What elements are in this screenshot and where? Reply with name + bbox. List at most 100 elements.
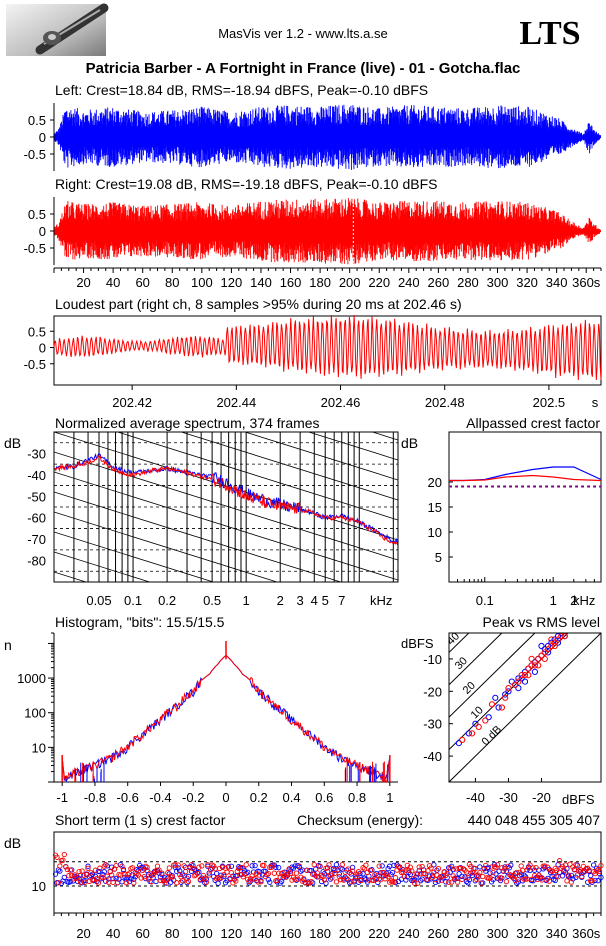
spectrum-xtick-label: 3: [297, 593, 304, 608]
histogram-xtick-label: -1: [56, 790, 68, 805]
short-crest-point-right: [447, 865, 453, 871]
peak-rms-point-right: [535, 662, 542, 669]
histogram-xtick-label: 1: [386, 790, 393, 805]
short-crest-point-right: [431, 869, 437, 875]
short-crest-point-right: [172, 862, 178, 868]
short-crest-point-right: [187, 865, 193, 871]
peak-vs-rms-title: Peak vs RMS level: [483, 614, 600, 630]
short-crest-point-right: [401, 873, 408, 880]
short-crest-point-right: [527, 862, 533, 868]
short-crest-point-right: [537, 874, 544, 880]
short-crest-point-left: [552, 877, 558, 884]
short-crest-point-right: [215, 874, 221, 881]
short-crest-point-right: [434, 872, 440, 878]
peak-rms-point-left: [455, 740, 462, 747]
loudest-ytick-label: 0: [39, 341, 46, 356]
short-crest-point-right: [321, 877, 328, 883]
short-crest-point-left: [203, 876, 209, 882]
time-axis-label: 300: [487, 275, 509, 290]
short-crest-xtick-label: 20: [76, 926, 90, 941]
left-waveform-ytick-label: 0.5: [28, 113, 46, 128]
short-crest-point-right: [141, 873, 147, 880]
peak-rms-point-right: [548, 642, 555, 650]
spectrum-series-right: [54, 454, 398, 546]
short-crest-point-left: [101, 869, 107, 875]
short-crest-point-right: [57, 863, 63, 869]
short-crest-point-right: [593, 868, 600, 874]
right-waveform-title: Right: Crest=19.08 dB, RMS=-19.18 dBFS, …: [55, 176, 437, 192]
short-crest-point-right: [145, 876, 152, 882]
short-crest-point-right: [592, 870, 598, 877]
spectrum-slope-line: [243, 432, 398, 481]
loudest-xtick-label: 202.5: [533, 395, 566, 410]
short-crest-point-right: [196, 864, 202, 870]
short-crest-point-right: [113, 862, 119, 869]
short-crest-point-right: [76, 868, 82, 875]
short-crest-point-right: [91, 876, 97, 883]
peak-rms-point-left: [521, 678, 529, 685]
short-crest-point-right: [530, 865, 536, 871]
short-crest-point-right: [75, 874, 81, 881]
short-crest-point-right: [157, 877, 164, 884]
short-crest-point-right: [218, 875, 224, 881]
short-crest-point-right: [63, 864, 69, 870]
peak-rms-point-left: [495, 704, 502, 711]
short-crest-point-left: [265, 876, 272, 883]
allpassed-ytick-label: 15: [428, 500, 442, 515]
short-crest-point-right: [327, 872, 334, 878]
short-crest-point-right: [184, 875, 190, 881]
histogram-ylabel: n: [4, 637, 12, 653]
short-crest-point-right: [83, 872, 90, 878]
spectrum-plot: [54, 432, 398, 582]
short-crest-point-right: [156, 867, 162, 873]
short-crest-point-right: [317, 863, 323, 870]
spectrum-slope-line: [54, 511, 279, 582]
short-crest-point-right: [246, 878, 252, 885]
short-crest-point-right: [182, 868, 189, 875]
short-crest-point-right: [370, 877, 376, 884]
guitar-jack-icon: [6, 3, 109, 56]
short-crest-point-left: [249, 863, 255, 869]
short-crest-point-left: [212, 877, 218, 883]
left-waveform-ytick-label: 0: [39, 130, 46, 145]
peak-rms-point-right: [525, 665, 532, 672]
short-term-crest-title: Short term (1 s) crest factor: [55, 812, 226, 828]
short-crest-point-right: [477, 869, 483, 876]
left-waveform-ytick-label: -0.5: [24, 147, 46, 162]
spectrum-slope-line: [54, 432, 398, 541]
short-crest-point-left: [298, 868, 304, 874]
peak-rms-point-right: [561, 633, 568, 640]
short-crest-point-right: [194, 870, 201, 877]
short-crest-point-right: [348, 879, 354, 885]
short-crest-point-right: [446, 879, 452, 885]
short-crest-point-left: [389, 869, 396, 876]
spectrum-xtick-label: 4: [311, 593, 318, 608]
peak-rms-point-right: [488, 701, 496, 708]
short-crest-point-right: [332, 870, 338, 877]
peak-rms-point-left: [554, 639, 562, 646]
short-crest-point-right: [252, 875, 258, 882]
short-crest-point-right: [101, 863, 107, 869]
allpassed-crest-title: Allpassed crest factor: [466, 415, 600, 431]
spectrum-slope-line: [54, 491, 343, 582]
short-crest-point-right: [100, 875, 106, 881]
short-crest-point-right: [568, 879, 575, 885]
short-crest-point-right: [490, 869, 496, 876]
short-crest-point-right: [596, 868, 603, 875]
spectrum-inner: [54, 432, 398, 582]
short-crest-point-right: [409, 868, 415, 874]
short-crest-point-left: [333, 861, 340, 868]
peak-rms-ytick-label: -30: [423, 717, 442, 732]
short-crest-point-left: [175, 865, 181, 871]
short-crest-point-right: [95, 880, 102, 886]
short-crest-point-right: [64, 866, 70, 873]
short-crest-point-right: [465, 875, 471, 881]
allpassed-ytick-label: 20: [428, 475, 442, 490]
spectrum-slope-line: [307, 432, 398, 461]
peak-rms-point-right: [538, 652, 545, 659]
short-crest-point-right: [514, 869, 520, 876]
time-axis-label: 200: [339, 275, 361, 290]
allpassed-series-right: [449, 474, 602, 482]
time-axis-label: 320: [516, 275, 538, 290]
short-crest-point-right: [163, 877, 170, 884]
